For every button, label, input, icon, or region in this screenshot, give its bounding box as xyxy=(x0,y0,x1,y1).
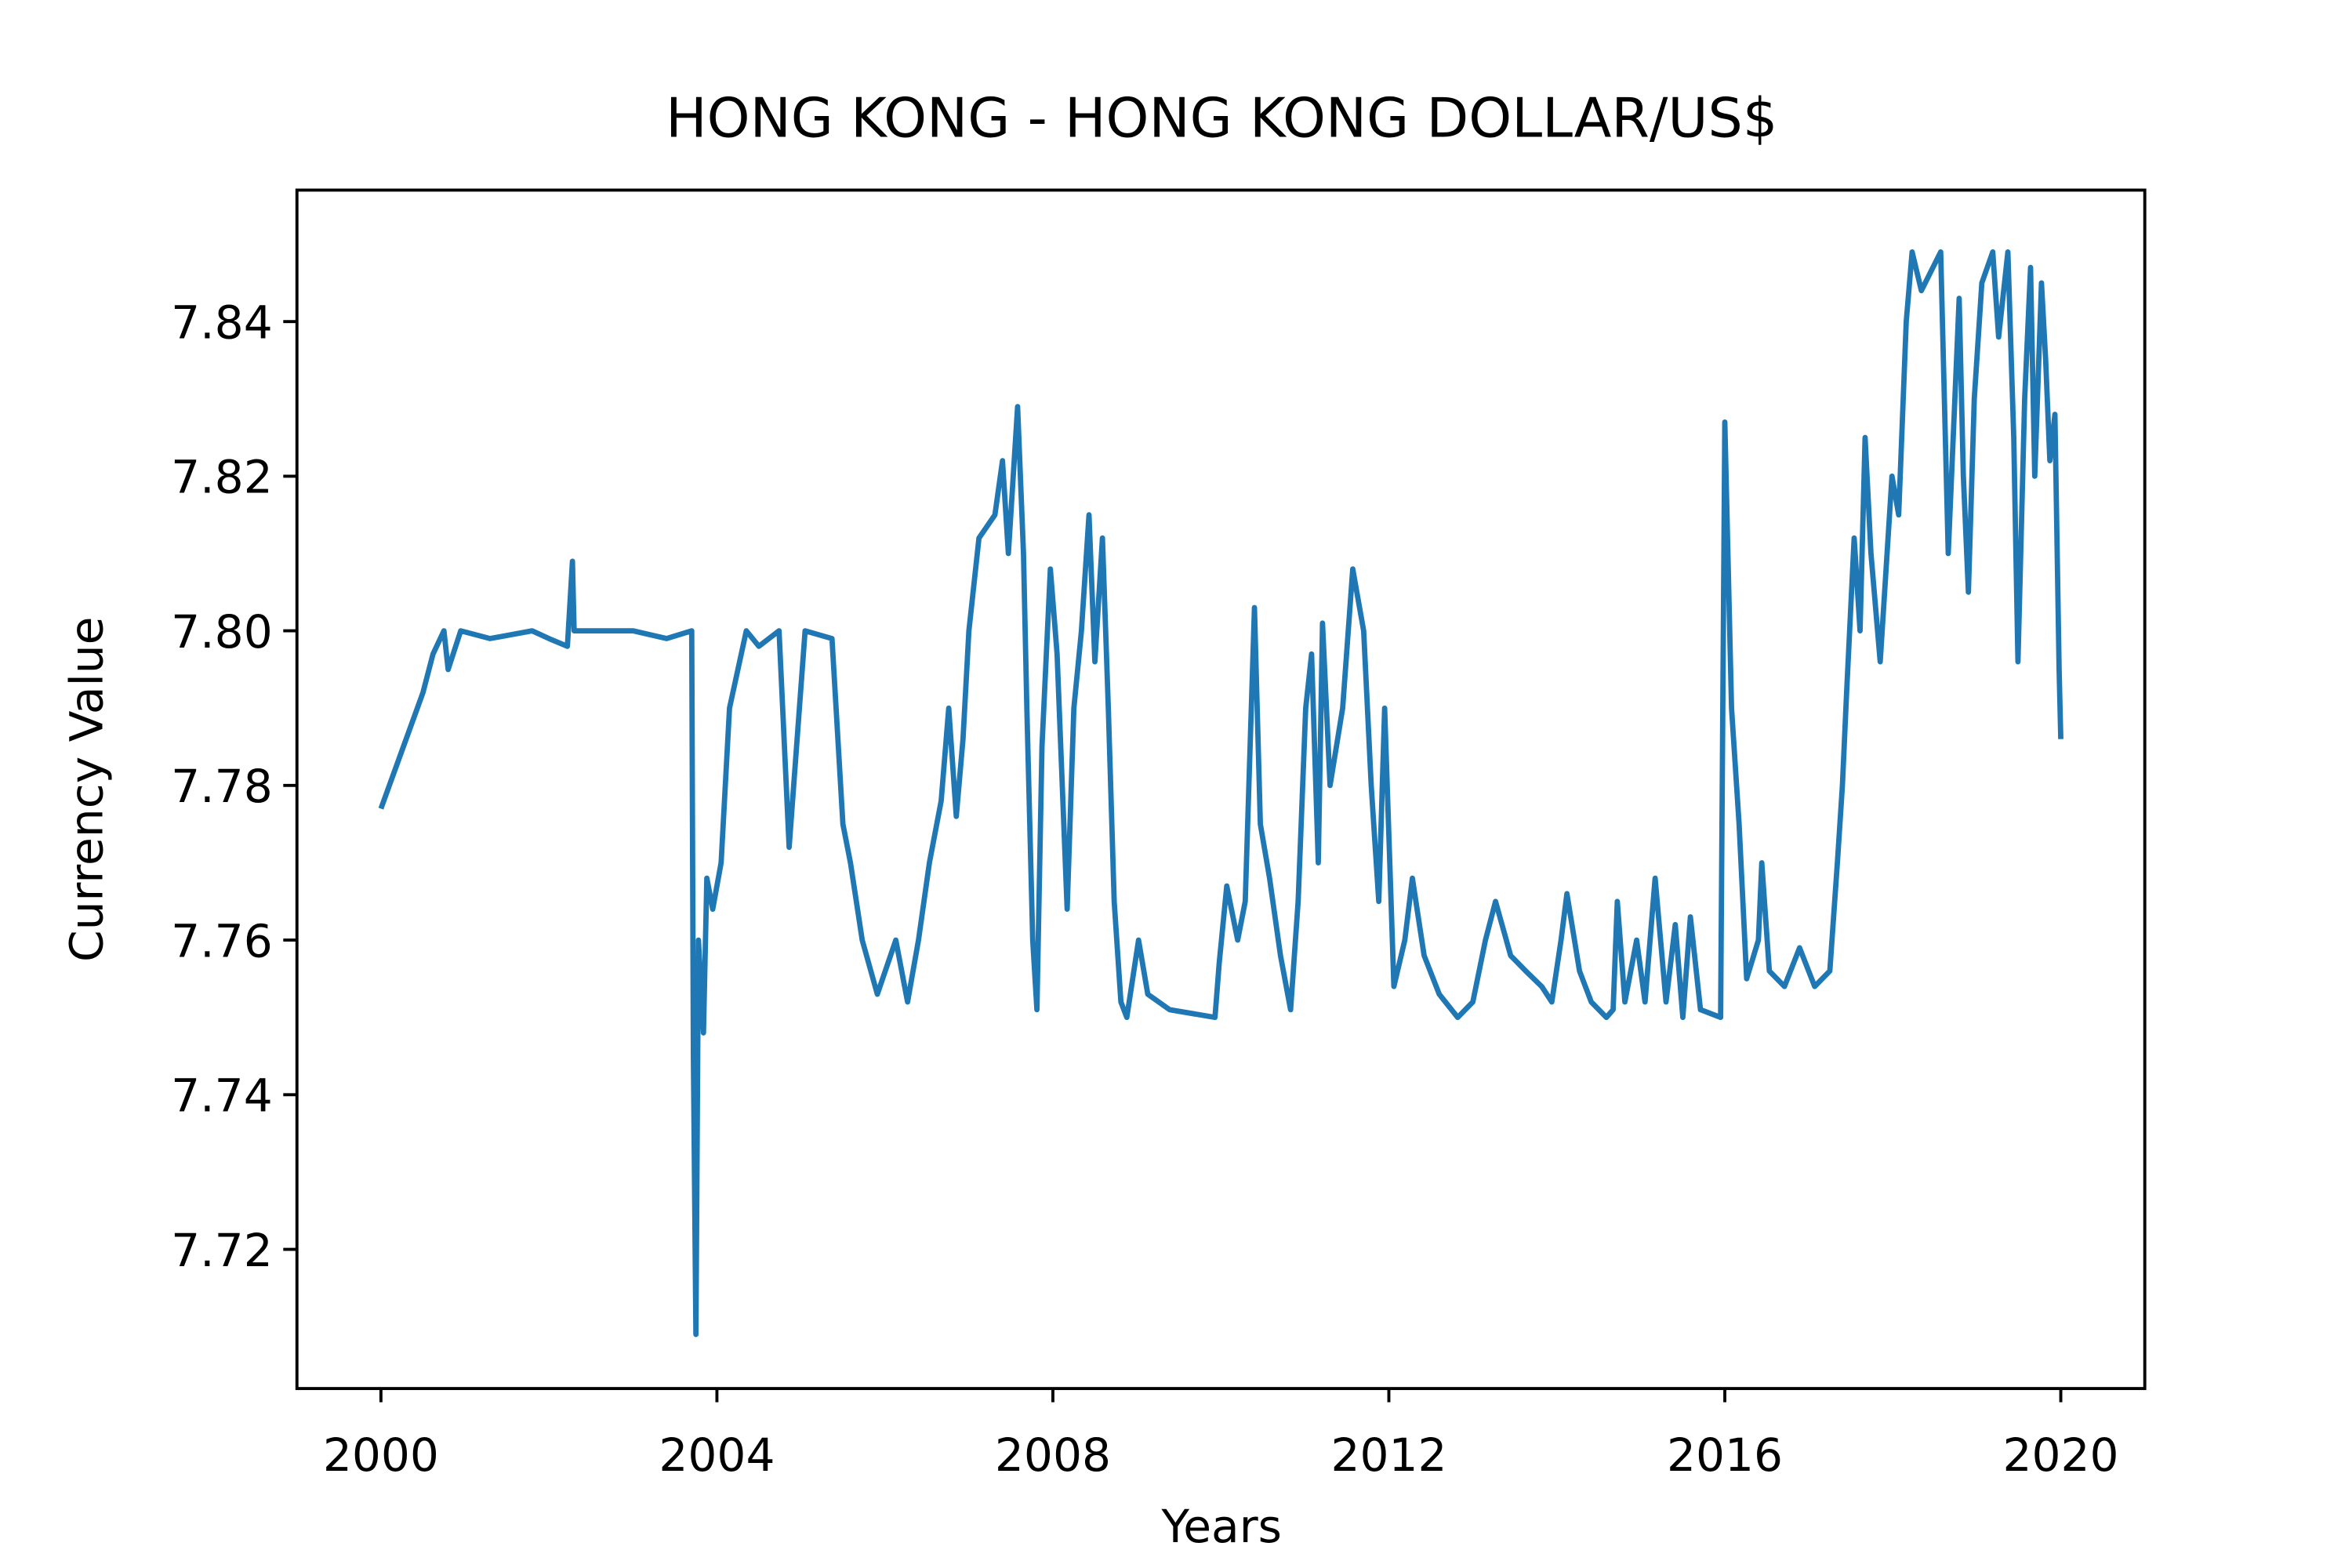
x-tick-label: 2016 xyxy=(1667,1428,1783,1482)
y-tick-label: 7.78 xyxy=(171,760,273,813)
y-tick-label: 7.76 xyxy=(171,914,273,967)
x-tick-label: 2008 xyxy=(995,1428,1111,1482)
data-line xyxy=(378,249,2063,1338)
x-tick-label: 2000 xyxy=(323,1428,439,1482)
chart-title: HONG KONG - HONG KONG DOLLAR/US$ xyxy=(666,87,1777,151)
x-axis-label: Years xyxy=(1160,1500,1282,1553)
y-tick-label: 7.82 xyxy=(171,451,273,504)
x-tick-label: 2020 xyxy=(2003,1428,2119,1482)
y-tick-label: 7.74 xyxy=(171,1069,273,1123)
x-tick-label: 2012 xyxy=(1330,1428,1446,1482)
plot-frame xyxy=(295,188,2147,1391)
y-axis-label: Currency Value xyxy=(60,617,113,962)
y-tick-label: 7.80 xyxy=(171,605,273,659)
y-tick-label: 7.84 xyxy=(171,296,273,349)
x-tick-label: 2004 xyxy=(659,1428,775,1482)
y-tick-label: 7.72 xyxy=(171,1224,273,1277)
